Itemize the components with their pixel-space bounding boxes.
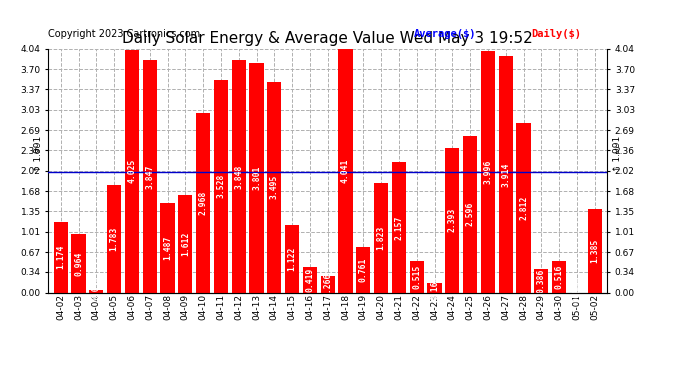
Bar: [125, 50, 139, 292]
Bar: [267, 82, 282, 292]
Text: 1.487: 1.487: [163, 236, 172, 260]
Bar: [481, 51, 495, 292]
Text: 4.025: 4.025: [128, 159, 137, 183]
Text: Average($): Average($): [414, 29, 477, 39]
Text: ↑ 1.991: ↑ 1.991: [613, 136, 622, 172]
Text: 1.174: 1.174: [57, 245, 66, 269]
Text: 3.996: 3.996: [484, 160, 493, 184]
Bar: [374, 183, 388, 292]
Text: 1.385: 1.385: [590, 238, 599, 263]
Text: 2.968: 2.968: [199, 191, 208, 215]
Text: 3.801: 3.801: [252, 166, 261, 190]
Bar: [463, 136, 477, 292]
Bar: [143, 60, 157, 292]
Bar: [285, 225, 299, 292]
Text: 0.964: 0.964: [74, 251, 83, 276]
Bar: [178, 195, 193, 292]
Bar: [321, 276, 335, 292]
Text: 1.612: 1.612: [181, 232, 190, 256]
Text: 2.812: 2.812: [519, 195, 528, 220]
Text: 2.157: 2.157: [395, 215, 404, 240]
Text: Daily($): Daily($): [531, 29, 581, 39]
Bar: [161, 203, 175, 292]
Bar: [534, 269, 549, 292]
Bar: [303, 267, 317, 292]
Text: 3.495: 3.495: [270, 175, 279, 199]
Bar: [427, 283, 442, 292]
Text: 0.419: 0.419: [306, 268, 315, 292]
Bar: [89, 290, 104, 292]
Bar: [552, 261, 566, 292]
Text: 2.393: 2.393: [448, 208, 457, 232]
Bar: [72, 234, 86, 292]
Bar: [356, 247, 371, 292]
Text: 0.160: 0.160: [430, 276, 439, 300]
Bar: [516, 123, 531, 292]
Bar: [445, 148, 460, 292]
Bar: [588, 209, 602, 292]
Bar: [54, 222, 68, 292]
Bar: [499, 56, 513, 292]
Text: 0.386: 0.386: [537, 268, 546, 293]
Bar: [107, 185, 121, 292]
Text: 3.848: 3.848: [234, 164, 244, 189]
Text: Copyright 2023 Cartronics.com: Copyright 2023 Cartronics.com: [48, 29, 200, 39]
Text: 0.761: 0.761: [359, 257, 368, 282]
Text: 3.528: 3.528: [217, 174, 226, 198]
Text: 3.914: 3.914: [501, 162, 510, 187]
Bar: [338, 49, 353, 292]
Text: 0.000: 0.000: [573, 277, 582, 302]
Bar: [392, 162, 406, 292]
Text: 0.516: 0.516: [555, 265, 564, 289]
Text: 1.823: 1.823: [377, 225, 386, 250]
Text: ↑ 1.991: ↑ 1.991: [34, 136, 43, 172]
Text: 0.266: 0.266: [323, 272, 333, 297]
Text: 2.596: 2.596: [466, 202, 475, 226]
Text: 1.122: 1.122: [288, 246, 297, 271]
Title: Daily Solar Energy & Average Value Wed May 3 19:52: Daily Solar Energy & Average Value Wed M…: [122, 31, 533, 46]
Text: 4.041: 4.041: [341, 158, 350, 183]
Bar: [196, 113, 210, 292]
Bar: [232, 60, 246, 292]
Text: 0.042: 0.042: [92, 276, 101, 300]
Bar: [249, 63, 264, 292]
Text: 0.515: 0.515: [412, 265, 422, 289]
Text: 3.847: 3.847: [146, 164, 155, 189]
Text: 1.783: 1.783: [110, 226, 119, 251]
Bar: [214, 80, 228, 292]
Bar: [410, 261, 424, 292]
